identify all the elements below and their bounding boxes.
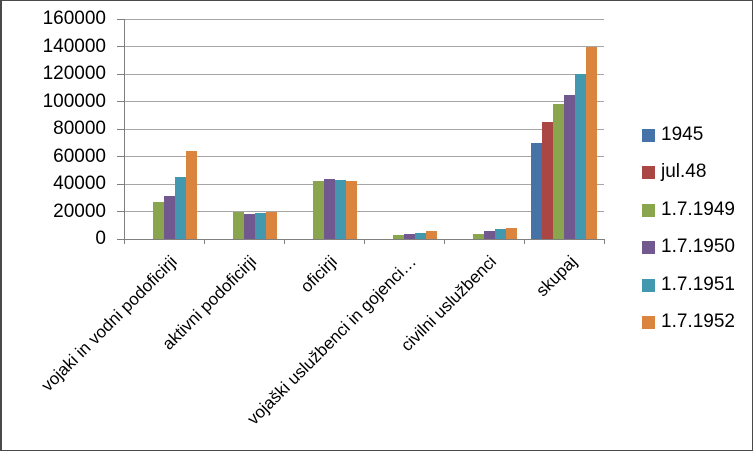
y-axis-tick-label: 140000	[42, 35, 106, 57]
y-axis-tick	[117, 238, 124, 240]
gridline	[124, 156, 604, 157]
legend-item: 1.7.1949	[642, 200, 735, 220]
bar-group	[124, 19, 204, 239]
bar-1.7.1952	[426, 230, 437, 239]
y-axis-line	[124, 19, 125, 240]
x-axis-category-label: vojaki in vodni podoficirji	[37, 252, 181, 396]
y-axis-tick	[117, 211, 124, 212]
y-axis-tick-label: 0	[95, 228, 106, 249]
bar-1.7.1949	[553, 104, 564, 239]
y-axis-tick	[117, 18, 124, 20]
gridline	[124, 211, 604, 212]
legend-item: 1.7.1952	[642, 312, 735, 332]
legend-label: 1.7.1952	[661, 311, 735, 332]
x-axis-tick	[444, 239, 445, 244]
gridline	[124, 18, 604, 20]
x-axis-category-label: oficirji	[296, 252, 341, 297]
y-axis-tick	[117, 73, 124, 75]
y-axis-tick-label: 120000	[42, 63, 106, 84]
bar-1.7.1952	[506, 228, 517, 239]
legend-swatch-jul.48	[642, 165, 655, 179]
y-axis-tick	[117, 183, 124, 185]
legend-label: 1.7.1950	[661, 236, 735, 257]
y-axis-tick-label: 160000	[42, 8, 106, 29]
bar-1945	[531, 142, 542, 239]
gridline	[124, 183, 604, 185]
legend-label: 1.7.1951	[661, 274, 735, 295]
y-axis-tick-label: 60000	[53, 145, 106, 167]
x-axis-category-label: vojaški uslužbenci in gojenci…	[243, 252, 421, 429]
bar-1.7.1950	[164, 196, 175, 239]
x-axis-category-label: skupaj	[532, 252, 581, 301]
y-axis-tick-label: 40000	[53, 173, 106, 194]
legend-item: 1.7.1951	[642, 275, 735, 295]
bar-group	[364, 19, 444, 239]
bar-group	[284, 19, 364, 239]
x-axis-tick	[284, 239, 285, 244]
bar-1.7.1950	[564, 94, 575, 239]
legend-label: jul.48	[661, 161, 707, 182]
bar-1.7.1950	[324, 178, 335, 239]
bar-1.7.1949	[313, 181, 324, 239]
bar-1.7.1949	[393, 234, 404, 239]
bar-1.7.1951	[335, 179, 346, 239]
legend-item: 1945	[642, 125, 703, 145]
x-axis-tick	[204, 239, 205, 244]
bar-1.7.1950	[404, 234, 415, 239]
x-axis-tick	[524, 239, 525, 244]
bar-1.7.1952	[346, 181, 357, 239]
y-axis-tick-label: 20000	[53, 200, 106, 222]
y-axis-tick	[117, 156, 124, 157]
bar-group	[444, 19, 524, 239]
bar-1.7.1951	[575, 74, 586, 239]
y-axis-tick	[117, 101, 124, 102]
bar-1.7.1951	[495, 228, 506, 239]
legend-swatch-1945	[642, 128, 655, 142]
y-axis-tick-label: 80000	[53, 118, 106, 139]
gridline	[124, 101, 604, 102]
bar-1.7.1951	[175, 177, 186, 239]
legend-item: 1.7.1950	[642, 237, 735, 257]
y-axis-tick	[117, 128, 124, 130]
x-axis-tick	[124, 239, 125, 244]
legend-swatch-1.7.1952	[642, 315, 655, 329]
bar-1.7.1949	[233, 211, 244, 239]
bar-1.7.1952	[186, 151, 197, 239]
y-axis-tick	[117, 46, 124, 47]
legend-swatch-1.7.1951	[642, 278, 655, 292]
bar-1.7.1949	[153, 201, 164, 239]
bar-1.7.1951	[255, 212, 266, 239]
gridline	[124, 46, 604, 47]
gridline	[124, 73, 604, 75]
bar-jul.48	[542, 122, 553, 239]
legend-item: jul.48	[642, 162, 706, 182]
bar-group	[524, 19, 604, 239]
bar-1.7.1950	[244, 214, 255, 239]
legend-swatch-1.7.1949	[642, 203, 655, 217]
bar-1.7.1949	[473, 233, 484, 239]
bar-group	[204, 19, 284, 239]
gridline	[124, 128, 604, 130]
bar-1.7.1952	[266, 211, 277, 239]
legend-label: 1945	[661, 124, 704, 145]
bar-1.7.1952	[586, 46, 597, 239]
y-axis-tick-label: 100000	[42, 90, 106, 112]
bar-1.7.1950	[484, 230, 495, 239]
legend-swatch-1.7.1950	[642, 240, 655, 254]
x-axis-tick	[364, 239, 365, 244]
legend-label: 1.7.1949	[661, 199, 735, 220]
x-axis-tick	[604, 239, 605, 244]
bar-1.7.1951	[415, 232, 426, 239]
